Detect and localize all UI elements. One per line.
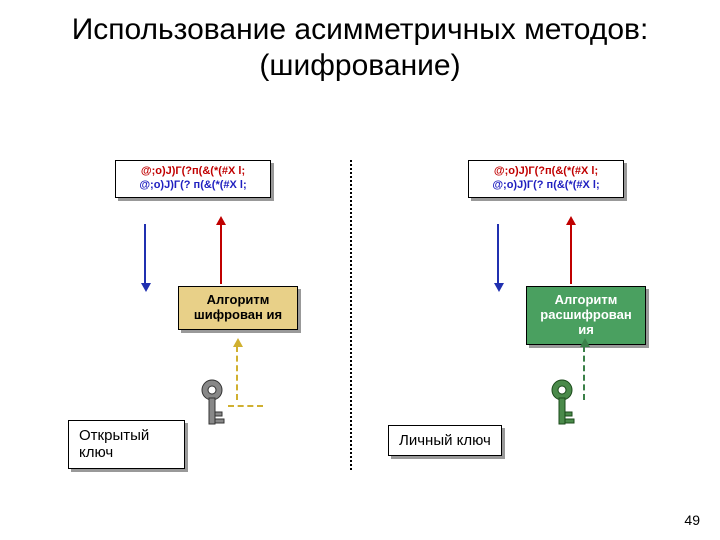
ciphertext-left-blue: @;о)J)Г(? п(&(*(#X l; (118, 179, 268, 193)
encryption-algorithm-label: Алгоритм шифрован ия (194, 292, 282, 322)
arrow-decrypt-output (570, 224, 572, 284)
decryption-algorithm-label: Алгоритм расшифрован ия (540, 292, 631, 337)
ciphertext-left: @;о)J)Г(?п(&(*(#X l; @;о)J)Г(? п(&(*(#X … (115, 160, 271, 198)
public-key-icon (195, 378, 229, 432)
arrow-plaintext-in-left (144, 224, 146, 284)
private-key-text: Личный ключ (399, 432, 491, 449)
encryption-algorithm-box: Алгоритм шифрован ия (178, 286, 298, 330)
public-key-text: Открытый ключ (79, 427, 149, 461)
public-key-label: Открытый ключ (68, 420, 185, 469)
arrow-ciphertext-in-right (497, 224, 499, 284)
ciphertext-left-red: @;о)J)Г(?п(&(*(#X l; (118, 165, 268, 179)
ciphertext-right-blue: @;о)J)Г(? п(&(*(#X l; (471, 179, 621, 193)
page-number: 49 (684, 512, 700, 528)
decryption-algorithm-box: Алгоритм расшифрован ия (526, 286, 646, 345)
private-key-icon (545, 378, 579, 432)
ciphertext-right: @;о)J)Г(?п(&(*(#X l; @;о)J)Г(? п(&(*(#X … (468, 160, 624, 198)
arrow-pubkey-up (236, 346, 238, 400)
ciphertext-right-red: @;о)J)Г(?п(&(*(#X l; (471, 165, 621, 179)
arrow-privkey-up (583, 346, 585, 400)
arrow-pubkey-to-algo (228, 405, 263, 407)
private-key-label: Личный ключ (388, 425, 502, 456)
center-divider (350, 160, 352, 470)
arrow-encrypt-output (220, 224, 222, 284)
page-title: Использование асимметричных методов: (ши… (0, 12, 720, 84)
